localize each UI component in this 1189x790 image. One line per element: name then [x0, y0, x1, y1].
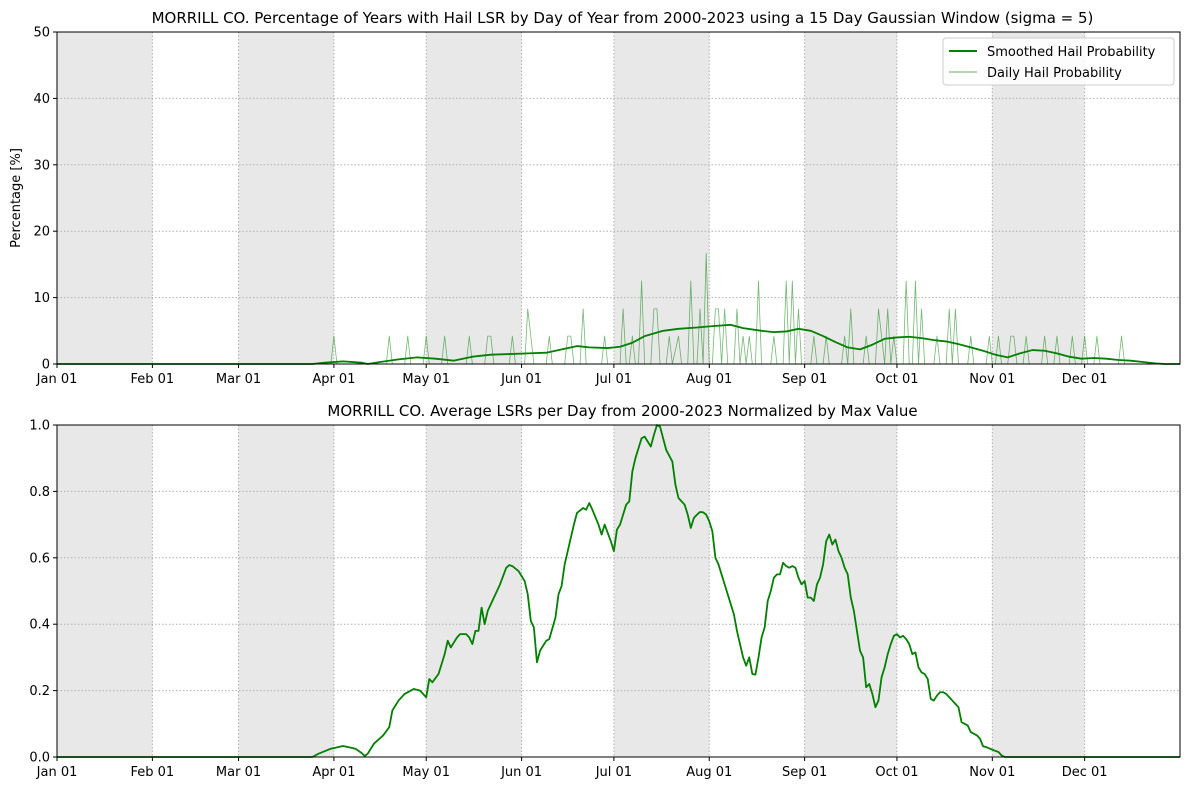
x-tick-label: Jan 01 — [36, 765, 78, 780]
x-tick-label: Dec 01 — [1062, 765, 1108, 780]
month-shade — [426, 32, 522, 364]
x-tick-label: Oct 01 — [875, 765, 918, 780]
x-tick-label: Apr 01 — [312, 372, 355, 387]
legend-box — [942, 37, 1175, 86]
month-shade — [238, 425, 334, 757]
month-shade — [613, 425, 710, 757]
x-tick-label: Jun 01 — [500, 765, 542, 780]
x-tick-label: Aug 01 — [686, 372, 732, 387]
plot-frame — [56, 31, 1181, 365]
y-tick-label: 50 — [33, 26, 50, 41]
x-tick-label: May 01 — [402, 765, 450, 780]
x-tick-label: Jun 01 — [500, 372, 542, 387]
legend-label-daily: Daily Hail Probability — [987, 66, 1122, 81]
legend: Smoothed Hail Probability Daily Hail Pro… — [942, 37, 1175, 86]
month-shade — [57, 32, 153, 364]
plot-frame — [56, 424, 1181, 758]
x-tick-label: Sep 01 — [782, 372, 827, 387]
month-shade — [238, 32, 334, 364]
y-tick-label: 20 — [33, 225, 50, 240]
normalized-chart-title: MORRILL CO. Average LSRs per Day from 20… — [327, 402, 917, 420]
y-tick-label: 10 — [33, 291, 50, 306]
legend-label-smoothed: Smoothed Hail Probability — [987, 45, 1156, 60]
y-tick-label: 40 — [33, 92, 50, 107]
month-shade — [57, 425, 153, 757]
y-tick-label: 0.4 — [29, 618, 50, 633]
x-tick-label: Sep 01 — [782, 765, 827, 780]
smoothed-hail-probability-line — [57, 323, 1180, 365]
x-tick-label: Feb 01 — [131, 372, 175, 387]
x-tick-label: Mar 01 — [216, 372, 261, 387]
month-shade — [992, 425, 1085, 757]
probability-y-axis-label: Percentage [%] — [9, 148, 24, 248]
x-tick-label: Mar 01 — [216, 765, 261, 780]
probability-chart-title: MORRILL CO. Percentage of Years with Hai… — [152, 9, 1094, 27]
x-tick-label: Nov 01 — [969, 372, 1015, 387]
x-tick-label: Dec 01 — [1062, 372, 1108, 387]
y-tick-label: 1.0 — [29, 419, 50, 434]
y-tick-label: 0.6 — [29, 551, 50, 566]
y-tick-label: 30 — [33, 158, 50, 173]
x-tick-label: Apr 01 — [312, 765, 355, 780]
x-tick-label: Jul 01 — [595, 372, 632, 387]
month-shade — [426, 425, 522, 757]
probability-panel: Jan 01 Feb 01 Mar 01 Apr 01 May 01 Jun 01 Jul … — [9, 9, 1181, 387]
month-shade — [992, 32, 1085, 364]
y-tick-label: 0.0 — [29, 751, 50, 766]
y-tick-label: 0.2 — [29, 684, 50, 699]
month-shade — [613, 32, 710, 364]
x-tick-label: Aug 01 — [686, 765, 732, 780]
x-tick-label: Feb 01 — [131, 765, 175, 780]
x-tick-label: Nov 01 — [969, 765, 1015, 780]
daily-hail-probability-line — [57, 252, 1180, 365]
y-tick-label: 0.8 — [29, 485, 50, 500]
x-tick-label: May 01 — [402, 372, 450, 387]
x-tick-label: Oct 01 — [875, 372, 918, 387]
normalized-lsr-line — [57, 424, 1180, 758]
x-tick-label: Jul 01 — [595, 765, 632, 780]
normalized-lsr-panel: Jan 01 Feb 01 Mar 01 Apr 01 May 01 Jun 01 Jul … — [29, 402, 1181, 780]
x-tick-label: Jan 01 — [36, 372, 78, 387]
y-tick-label: 0 — [42, 358, 50, 373]
